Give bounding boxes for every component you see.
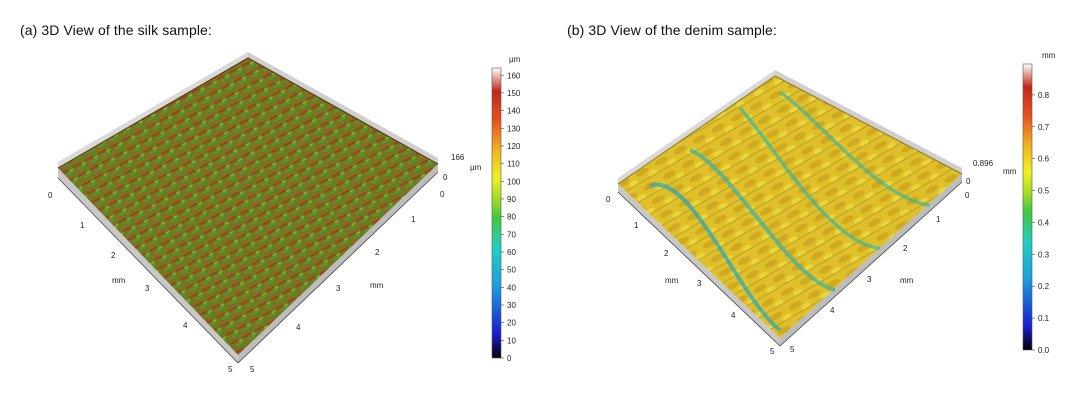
panel-b-surface — [617, 70, 963, 346]
panel-a-x-tick: 4 — [296, 323, 301, 332]
panel-a-x-tick: 2 — [375, 248, 380, 257]
panel-b-x-unit: mm — [900, 276, 914, 285]
colorbar-tick-label: 120 — [507, 142, 521, 151]
panel-a-z-max: 166 — [451, 153, 465, 162]
panel-b-y-tick: 2 — [664, 249, 669, 258]
colorbar-tick-label: 30 — [507, 301, 516, 310]
panel-a-surface — [57, 52, 439, 363]
colorbar-tick-label: 160 — [507, 71, 521, 80]
panel-b-front-wall-right — [780, 174, 962, 346]
colorbar-tick-label: 0.4 — [1038, 218, 1050, 227]
panel-a-y-tick: 1 — [80, 221, 85, 230]
panel-a-front-wall-right — [238, 164, 438, 363]
colorbar-tick-label: 80 — [507, 213, 516, 222]
panel-a-x-tick: 5 — [250, 365, 255, 374]
panel-a-colorbar: µm 0 10 20 30 40 50 60 70 80 90 100 110 120 130 140 150… — [491, 55, 521, 363]
colorbar-tick-label: 0.1 — [1038, 314, 1050, 323]
colorbar-tick-label: 0.8 — [1038, 91, 1050, 100]
panel-a-x-tick: 0 — [440, 190, 445, 199]
panel-b-y-tick: 3 — [697, 279, 702, 288]
panel-b-x-tick: 0 — [965, 191, 970, 200]
panel-b-valley-bands — [649, 90, 931, 332]
panel-a-y-tick: 5 — [228, 365, 233, 374]
panel-a-z-zero: 0 — [443, 173, 448, 182]
panel-b-axes: 0 1 2 3 4 5 mm 5 4 3 2 1 0 mm 0.896 0 mm — [606, 159, 1017, 356]
panel-b-colorbar-unit: mm — [1042, 51, 1056, 60]
panel-a-y-unit: mm — [112, 276, 126, 285]
panel-a-z-unit: µm — [470, 163, 482, 172]
panel-b-y-tick: 1 — [634, 221, 639, 230]
colorbar-tick-label: 20 — [507, 319, 516, 328]
panel-a-x-tick: 3 — [336, 284, 341, 293]
panel-b-x-tick: 1 — [936, 215, 941, 224]
panel-b-z-max: 0.896 — [973, 159, 994, 168]
panel-a-x-tick: 1 — [411, 215, 416, 224]
panel-b-z-unit: mm — [1003, 167, 1017, 176]
panel-b-surface-top — [618, 76, 962, 338]
panel-b-front-wall-left — [618, 184, 780, 346]
panel-b-title: (b) 3D View of the denim sample: — [567, 22, 777, 38]
colorbar-tick-label: 0.2 — [1038, 282, 1050, 291]
panel-b-y-unit: mm — [665, 276, 679, 285]
colorbar-tick-label: 130 — [507, 124, 521, 133]
colorbar-tick-label: 150 — [507, 89, 521, 98]
panel-a-colorbar-unit: µm — [509, 55, 521, 64]
colorbar-tick-label: 110 — [507, 160, 520, 169]
colorbar-tick-label: 10 — [507, 336, 516, 345]
panel-a-y-tick: 3 — [145, 284, 150, 293]
colorbar-tick-label: 0.5 — [1038, 187, 1050, 196]
panel-b-y-tick: 4 — [731, 311, 736, 320]
colorbar-tick-label: 0.6 — [1038, 155, 1050, 164]
panel-a-surface-top — [58, 58, 438, 355]
panel-b-x-tick: 3 — [867, 275, 872, 284]
colorbar-tick-label: 0.0 — [1038, 346, 1050, 355]
colorbar-tick-label: 60 — [507, 248, 516, 257]
panel-a-title: (a) 3D View of the silk sample: — [20, 22, 212, 38]
panel-b-colorbar: mm 0.0 0.1 0.2 0.3 0.4 0.5 0.6 0.7 0.8 — [1022, 51, 1056, 355]
panel-a-axes: 0 1 2 3 4 5 mm 5 4 3 2 1 0 mm 166 0 µm — [48, 153, 482, 374]
panel-b-z-zero: 0 — [966, 177, 971, 186]
colorbar-tick-label: 70 — [507, 230, 516, 239]
panel-b-y-tick: 5 — [770, 347, 775, 356]
panel-b-x-tick: 4 — [830, 306, 835, 315]
panel-a-front-wall-left — [58, 168, 238, 363]
panel-a-y-tick: 0 — [48, 191, 53, 200]
colorbar-tick-label: 50 — [507, 266, 516, 275]
panel-b-y-tick: 0 — [606, 195, 611, 204]
colorbar-tick-label: 0 — [507, 354, 512, 363]
panel-a-x-unit: mm — [370, 281, 384, 290]
colorbar-tick-label: 0.7 — [1038, 123, 1050, 132]
panel-a-y-tick: 4 — [183, 321, 188, 330]
colorbar-tick-label: 40 — [507, 283, 516, 292]
panel-b-x-tick: 2 — [903, 244, 908, 253]
colorbar-tick-label: 90 — [507, 195, 516, 204]
colorbar-tick-label: 140 — [507, 107, 521, 116]
colorbar-tick-label: 0.3 — [1038, 250, 1050, 259]
panel-a-y-tick: 2 — [111, 251, 116, 260]
panel-b-x-tick: 5 — [790, 345, 795, 354]
colorbar-tick-label: 100 — [507, 177, 521, 186]
